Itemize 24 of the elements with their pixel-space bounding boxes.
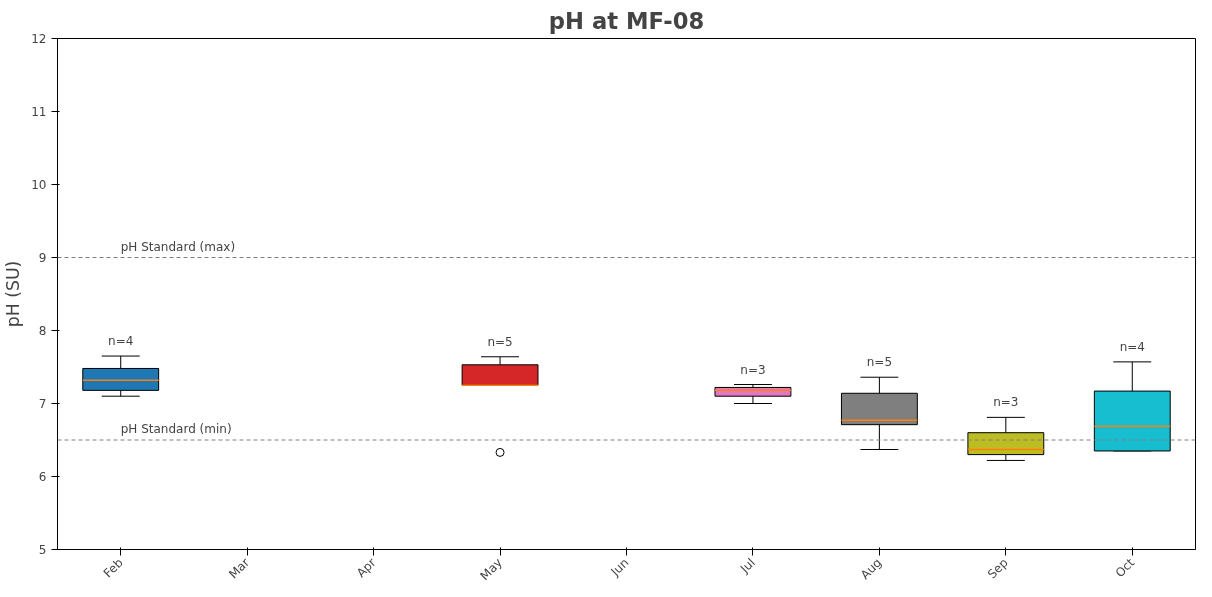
y-tick-label: 7 xyxy=(38,397,47,411)
y-tick-label: 5 xyxy=(38,543,47,557)
y-tick-label: 12 xyxy=(31,32,47,46)
x-tick-label: Feb xyxy=(100,555,126,581)
annotation: n=4 xyxy=(1119,339,1145,354)
y-tick-label: 8 xyxy=(38,324,47,338)
annotation: n=3 xyxy=(740,362,766,377)
x-tick-label: Jun xyxy=(607,555,632,580)
chart-title: pH at MF-08 xyxy=(548,7,705,34)
y-tick-label: 6 xyxy=(38,470,47,484)
y-tick-label: 10 xyxy=(31,178,47,192)
annotation: n=4 xyxy=(108,334,134,349)
annotation: n=5 xyxy=(866,355,893,370)
ref-line-label: pH Standard (max) xyxy=(120,239,236,254)
x-tick-label: Apr xyxy=(353,555,379,581)
annotation: n=3 xyxy=(993,395,1019,410)
x-tick-label: Sep xyxy=(984,555,1011,582)
ref-line-label: pH Standard (min) xyxy=(120,422,232,436)
annotation: n=5 xyxy=(487,334,513,349)
y-axis-title: pH (SU) xyxy=(3,260,24,328)
x-tick-label: Oct xyxy=(1112,555,1138,581)
y-tick-label: 9 xyxy=(38,251,47,265)
x-tick-label: Jul xyxy=(737,555,758,577)
y-tick-label: 11 xyxy=(31,105,47,119)
